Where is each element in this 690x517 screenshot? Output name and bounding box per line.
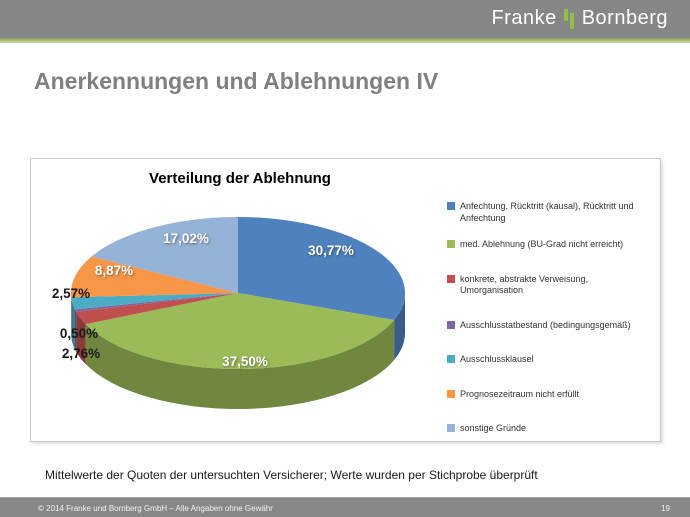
legend-label: Anfechtung, Rücktritt (kausal), Rücktrit… [460, 201, 634, 223]
page-title: Anerkennungen und Ablehnungen IV [34, 68, 439, 94]
svg-text:2,57%: 2,57% [52, 286, 90, 301]
legend-item: med. Ablehnung (BU-Grad nicht erreicht) [447, 239, 649, 251]
legend-swatch [447, 274, 455, 283]
logo-text-bornberg: Bornberg [581, 7, 668, 29]
legend-label: Prognosezeitraum nicht erfüllt [460, 388, 580, 399]
pie-chart: 30,77% 37,50% 2,76% 0,50% 2,57% 8,87% 17,02% [52, 217, 405, 410]
legend-swatch [447, 424, 455, 432]
slide-note: Mittelwerte der Quoten der untersuchten … [45, 468, 538, 482]
chart-title: Verteilung der Ablehnung [149, 170, 331, 187]
legend-swatch [447, 202, 455, 210]
legend-label: sonstige Gründe [460, 423, 527, 433]
legend-label: Ausschlussklausel [460, 354, 534, 364]
svg-text:30,77%: 30,77% [308, 243, 354, 258]
svg-text:8,87%: 8,87% [95, 263, 133, 278]
legend-label: Ausschlusstatbestand (bedingungsgemäß) [460, 319, 631, 330]
header-accent-line [0, 38, 690, 43]
chart-panel: Verteilung der Ablehnung 30,77% 37,50% 2,7… [30, 158, 661, 442]
svg-text:37,50%: 37,50% [222, 354, 268, 369]
legend-item: Prognosezeitraum nicht erfüllt [447, 389, 649, 401]
svg-text:17,02%: 17,02% [163, 231, 209, 246]
legend-item: sonstige Gründe [447, 423, 649, 435]
footer-copyright: © 2014 Franke und Bornberg GmbH – Alle A… [38, 504, 273, 513]
legend-swatch [447, 240, 455, 248]
chart-legend: Anfechtung, Rücktritt (kausal), Rücktrit… [447, 201, 649, 458]
legend-item: konkrete, abstrakte Verweisung, Umorgani… [447, 274, 649, 297]
svg-text:0,50%: 0,50% [60, 326, 98, 341]
legend-swatch [447, 355, 455, 363]
legend-swatch [447, 389, 455, 398]
legend-item: Ausschlusstatbestand (bedingungsgemäß) [447, 320, 649, 332]
legend-item: Ausschlussklausel [447, 354, 649, 366]
legend-label: med. Ablehnung (BU-Grad nicht erreicht) [460, 239, 624, 249]
header-bar: Franke Bornberg [0, 0, 690, 38]
legend-swatch [447, 320, 455, 329]
franke-bornberg-logo: Franke Bornberg [491, 7, 668, 30]
svg-text:2,76%: 2,76% [62, 346, 100, 361]
logo-double-bar-icon [563, 8, 575, 30]
footer-bar: © 2014 Franke und Bornberg GmbH – Alle A… [0, 497, 690, 517]
footer-page-number: 19 [661, 504, 670, 513]
logo-text-franke: Franke [491, 7, 557, 29]
legend-label: konkrete, abstrakte Verweisung, Umorgani… [460, 273, 589, 296]
legend-item: Anfechtung, Rücktritt (kausal), Rücktrit… [447, 201, 649, 224]
